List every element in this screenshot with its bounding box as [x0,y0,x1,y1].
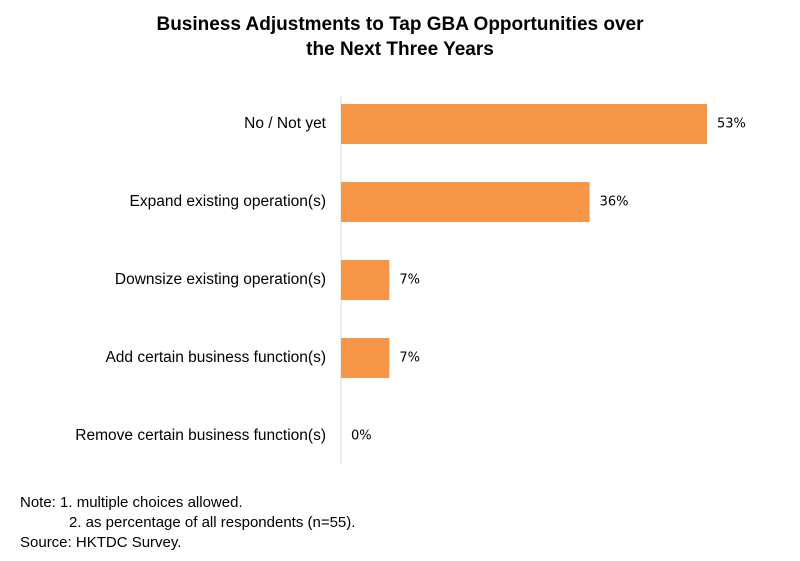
chart-title-line-2: the Next Three Years [306,39,494,60]
chart-title: Business Adjustments to Tap GBA Opportun… [0,12,800,62]
bar [341,260,390,300]
data-label: 36% [600,195,629,210]
data-label: 7% [399,351,420,366]
chart-notes: Note: 1. multiple choices allowed. 2. as… [20,493,355,553]
category-label: Add certain business function(s) [105,349,326,366]
category-label: Remove certain business function(s) [75,427,326,444]
source-line: Source: HKTDC Survey. [20,534,182,551]
category-label: Downsize existing operation(s) [115,271,326,288]
data-label: 7% [399,273,420,288]
bar [341,104,707,144]
bar [341,182,590,222]
note-line-1: Note: 1. multiple choices allowed. [20,494,243,511]
note-line-2: 2. as percentage of all respondents (n=5… [69,514,356,531]
data-label: 53% [717,117,746,132]
bar [341,338,390,378]
data-label: 0% [351,429,372,444]
category-label: Expand existing operation(s) [130,193,326,210]
category-label: No / Not yet [244,115,327,132]
chart-title-line-1: Business Adjustments to Tap GBA Opportun… [156,14,644,35]
bars-layer: No / Not yet 53% Expand existing operation… [75,96,746,464]
